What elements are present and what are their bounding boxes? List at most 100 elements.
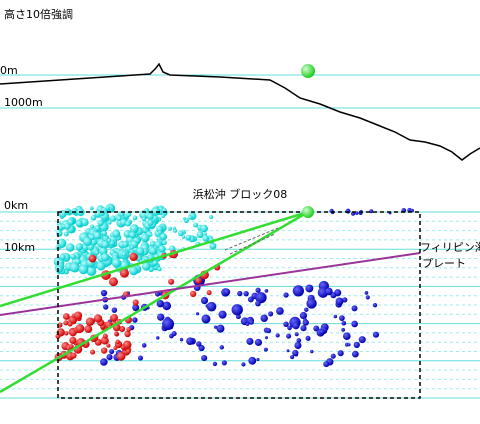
guide-line	[0, 210, 309, 394]
hypocenter	[115, 339, 120, 345]
hypocenter	[179, 337, 184, 342]
hypocenter	[125, 220, 131, 227]
hypocenter	[129, 231, 136, 239]
hypocenter	[141, 262, 151, 271]
hypocenter	[121, 251, 127, 257]
hypocenter	[161, 214, 166, 219]
hypocenter	[137, 355, 143, 361]
hypocenter	[100, 336, 109, 345]
hypocenter	[335, 297, 344, 306]
depth-label: 10km	[4, 241, 35, 254]
hypocenter	[218, 310, 227, 319]
hypocenter	[200, 296, 209, 305]
hypocenter	[337, 350, 344, 357]
hypocenter	[372, 303, 378, 308]
hypocenter	[64, 331, 69, 336]
hypocenter	[105, 205, 111, 211]
hypocenter	[109, 348, 115, 355]
hypocenter	[125, 348, 131, 354]
hypocenter	[94, 250, 100, 256]
hypocenter	[119, 212, 125, 217]
hypocenter	[212, 361, 218, 367]
hypocenter	[69, 344, 74, 349]
hypocenter	[255, 300, 261, 307]
hypocenter	[352, 350, 359, 358]
hypocenter	[325, 287, 333, 296]
hypocenter	[319, 329, 325, 335]
site-marker	[302, 206, 314, 218]
hypocenter	[283, 321, 289, 328]
hypocenter	[90, 214, 97, 221]
hypocenter	[66, 243, 75, 252]
hypocenter	[70, 253, 77, 260]
hypocenter	[246, 337, 254, 345]
hypocenter	[243, 290, 249, 297]
hypocenter	[112, 230, 121, 238]
hypocenter	[64, 223, 71, 230]
hypocenter	[206, 301, 217, 312]
hypocenter	[201, 354, 208, 362]
hypocenter	[157, 266, 162, 272]
hypocenter	[78, 264, 89, 275]
hypocenter	[67, 219, 74, 226]
fault-trace	[224, 227, 279, 251]
hypocenter	[260, 314, 268, 322]
hypocenter	[107, 220, 112, 225]
hypocenter	[149, 233, 153, 237]
hypocenter	[119, 268, 129, 278]
hypocenter	[69, 262, 80, 273]
hypocenter	[100, 347, 108, 354]
hypocenter	[80, 218, 89, 227]
hypocenter	[219, 345, 224, 350]
hypocenter	[358, 336, 366, 344]
hypocenter	[287, 325, 292, 331]
hypocenter	[162, 318, 175, 331]
hypocenter	[67, 321, 73, 327]
hypocenter	[237, 290, 243, 297]
hypocenter	[83, 236, 93, 247]
hypocenter	[109, 215, 117, 222]
hypocenter	[106, 343, 111, 348]
hypocenter	[171, 331, 177, 337]
hypocenter	[292, 322, 300, 330]
hypocenter	[195, 277, 202, 284]
hypocenter	[130, 245, 135, 250]
hypocenter	[55, 264, 64, 273]
hypocenter	[292, 285, 304, 297]
hypocenter	[255, 287, 261, 293]
hypocenter	[85, 317, 95, 327]
hypocenter	[147, 219, 154, 226]
block-outline	[57, 211, 421, 399]
hypocenter	[116, 215, 122, 221]
hypocenter	[110, 313, 119, 322]
hypocenter	[56, 238, 67, 249]
depth-label: 0km	[4, 199, 28, 212]
section-title: 浜松沖 ブロック08	[193, 187, 288, 201]
hypocenter	[323, 361, 330, 368]
hypocenter	[206, 290, 212, 296]
hypocenter	[93, 314, 103, 323]
hypocenter	[102, 333, 108, 339]
hypocenter	[149, 240, 156, 247]
hypocenter	[111, 258, 122, 268]
hypocenter	[106, 354, 113, 361]
hypocenter	[149, 246, 158, 255]
terrain-profile	[0, 62, 480, 161]
hypocenter	[162, 240, 167, 246]
hypocenter	[249, 319, 254, 325]
hypocenter	[182, 216, 187, 221]
hypocenter	[99, 210, 105, 216]
plate-boundary	[0, 252, 421, 316]
hypocenter	[126, 326, 132, 332]
hypocenter	[100, 289, 108, 297]
hypocenter	[114, 331, 119, 336]
hypocenter	[69, 336, 77, 345]
hypocenter	[101, 240, 110, 249]
hypocenter	[231, 304, 243, 316]
hypocenter	[353, 341, 360, 349]
hypocenter	[333, 314, 338, 319]
hypocenter	[94, 225, 101, 232]
hypocenter	[63, 231, 69, 237]
hypocenter	[310, 349, 314, 354]
hypocenter	[56, 230, 63, 237]
